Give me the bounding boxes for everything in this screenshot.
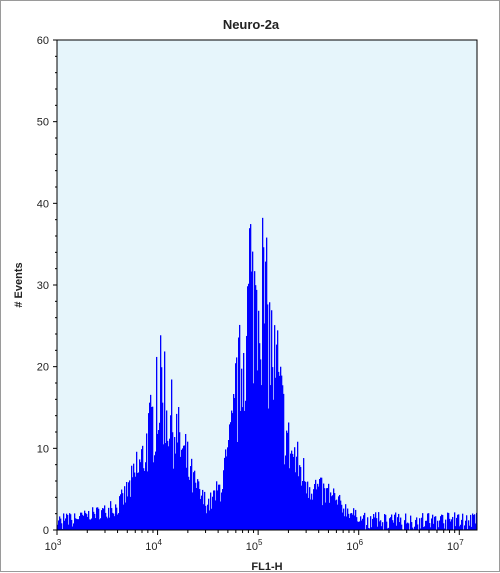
histogram-bar [382,522,383,530]
histogram-bar [417,524,418,530]
y-tick-label: 20 [37,362,49,374]
y-axis-label: # Events [13,262,25,307]
y-tick-label: 50 [37,117,49,129]
histogram-bar [435,516,436,530]
histogram-bar [364,513,365,530]
y-tick-label: 60 [37,35,49,47]
histogram-bar [452,517,453,530]
histogram-bar [419,518,420,530]
x-tick-label: 104 [145,538,162,553]
x-tick-label: 103 [45,538,62,553]
x-axis-label: FL1-H [251,561,282,573]
histogram-bar [445,520,446,530]
y-tick-label: 0 [43,525,49,537]
x-axis: 103 104 105 106 107 [45,530,465,553]
y-tick-label: 10 [37,443,49,455]
y-tick-label: 40 [37,198,49,210]
chart-title: Neuro-2a [223,17,280,32]
histogram-bar [466,515,467,530]
y-tick-label: 30 [37,280,49,292]
x-tick-label: 107 [447,538,464,553]
x-tick-label: 106 [346,538,363,553]
x-tick-label: 105 [246,538,263,553]
histogram-bar [61,523,62,530]
y-axis: 0 10 20 30 40 50 60 [37,35,57,537]
histogram-bar [401,525,402,530]
histogram-bar [408,523,409,530]
histogram-bar [462,514,463,530]
